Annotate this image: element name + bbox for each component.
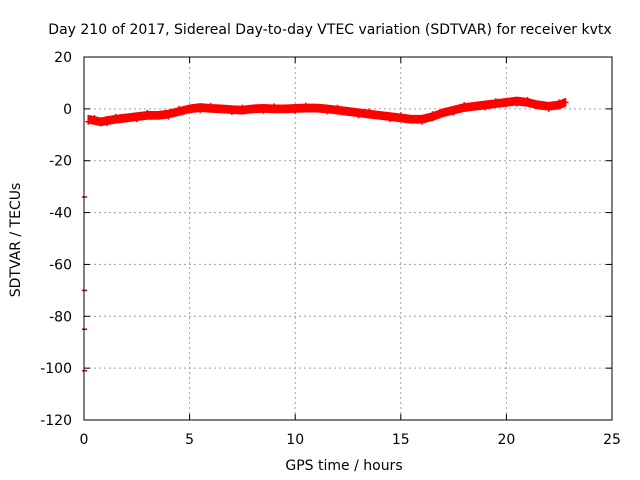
x-tick-label: 20: [497, 432, 515, 448]
x-tick-label: 10: [286, 432, 304, 448]
y-tick-label: -100: [40, 361, 72, 377]
y-tick-label: -40: [49, 206, 72, 222]
x-axis-title: GPS time / hours: [285, 458, 402, 474]
x-tick-label: 5: [185, 432, 194, 448]
y-tick-label: 0: [63, 102, 72, 118]
y-tick-label: -80: [49, 309, 72, 325]
chart-background: [0, 0, 640, 480]
x-tick-label: 0: [80, 432, 89, 448]
y-tick-label: -60: [49, 257, 72, 273]
chart-title: Day 210 of 2017, Sidereal Day-to-day VTE…: [48, 22, 611, 38]
y-tick-label: -120: [40, 413, 72, 429]
sdtvar-chart: Day 210 of 2017, Sidereal Day-to-day VTE…: [0, 0, 640, 480]
y-tick-label: 20: [54, 50, 72, 66]
x-tick-label: 15: [392, 432, 410, 448]
x-tick-label: 25: [603, 432, 621, 448]
y-axis-title: SDTVAR / TECUs: [8, 183, 24, 298]
y-tick-label: -20: [49, 154, 72, 170]
